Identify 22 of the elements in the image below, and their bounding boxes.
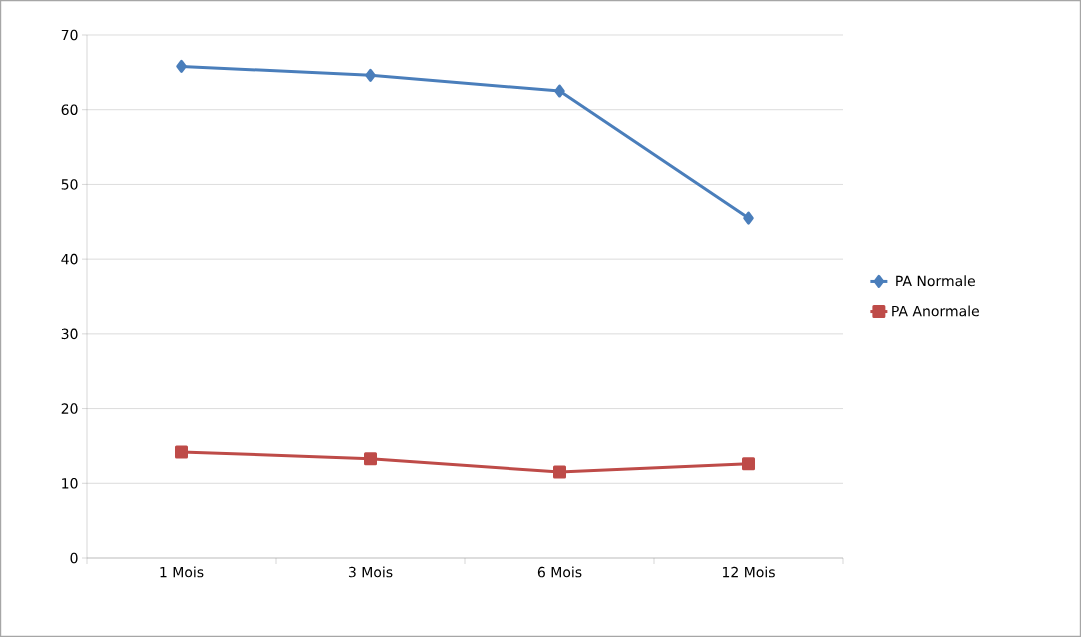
y-tick-label: 30 xyxy=(61,328,78,340)
y-tick-label: 60 xyxy=(61,104,78,116)
point xyxy=(364,452,377,466)
y-tick-label: 20 xyxy=(61,403,78,414)
point xyxy=(365,68,376,82)
point xyxy=(553,465,566,479)
point xyxy=(176,59,187,73)
y-tick-label: 40 xyxy=(61,253,78,265)
legend-label: PA Normale xyxy=(896,275,975,287)
point xyxy=(742,457,756,471)
y-tick-label: 10 xyxy=(62,477,78,489)
x-tick-label: 1 Mois xyxy=(160,566,204,578)
point xyxy=(554,84,565,98)
y-tick-label: 70 xyxy=(61,29,78,41)
point xyxy=(743,211,754,225)
legend-label: PA Anormale xyxy=(892,305,979,317)
x-tick-label: 6 Mois xyxy=(537,566,582,578)
x-tick-label: 3 Mois xyxy=(348,566,393,578)
x-tick-label: 12 Mois xyxy=(722,566,775,578)
y-tick-label: 50 xyxy=(61,179,78,190)
y-tick-label: 0 xyxy=(70,552,78,564)
point xyxy=(175,445,188,459)
